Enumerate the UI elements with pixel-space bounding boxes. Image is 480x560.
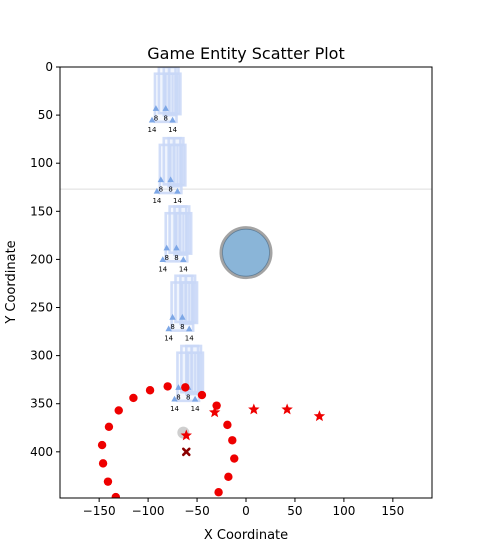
red-star xyxy=(208,406,221,418)
entity-triangle xyxy=(157,176,165,183)
x-tick-label: 100 xyxy=(332,504,355,518)
entity-label: 8 xyxy=(159,186,163,194)
entity-label: 14 xyxy=(158,265,167,273)
red-star xyxy=(180,429,192,441)
entity-triangle xyxy=(148,116,156,123)
y-tick-label: 400 xyxy=(30,445,53,459)
red-star xyxy=(281,403,293,415)
entity-triangle xyxy=(175,384,182,390)
plot-frame xyxy=(59,66,433,499)
entity-label: 8 xyxy=(168,186,172,194)
red-dot xyxy=(114,406,123,415)
red-dot xyxy=(111,492,120,498)
entity-triangle xyxy=(165,325,172,332)
x-tick-label: 0 xyxy=(242,504,250,518)
axes: −150 −100 −50 0 50 100 150 0 50 100 150 200 250 300 35… xyxy=(30,60,433,518)
entity-triangle xyxy=(162,105,169,111)
entity-label: 8 xyxy=(163,114,167,122)
y-tick-label: 0 xyxy=(45,60,53,74)
red-dot xyxy=(98,459,108,468)
player-circle xyxy=(222,228,270,277)
red-dot xyxy=(224,472,233,482)
y-tick-label: 100 xyxy=(30,156,53,170)
entity-label: 14 xyxy=(191,405,200,413)
entity-label: 8 xyxy=(170,323,174,331)
chart-title: Game Entity Scatter Plot xyxy=(147,44,344,63)
y-tick-label: 200 xyxy=(30,252,53,266)
red-star xyxy=(248,403,260,415)
x-tick-label: 50 xyxy=(287,504,302,518)
entity-label: 14 xyxy=(152,197,161,205)
entity-triangle xyxy=(163,244,170,251)
entity-label: 14 xyxy=(173,197,182,205)
x-axis-label: X Coordinate xyxy=(204,528,288,543)
entity-triangle xyxy=(152,105,160,111)
entity-label: 8 xyxy=(180,323,184,331)
red-dot xyxy=(228,436,237,445)
red-dot xyxy=(97,440,107,450)
entity-triangle xyxy=(169,116,176,123)
entity-label: 14 xyxy=(170,405,179,413)
red-dot xyxy=(214,488,223,497)
x-tick-label: −50 xyxy=(184,504,209,518)
entity-triangle xyxy=(191,395,199,402)
y-tick-label: 150 xyxy=(30,204,53,218)
entity-label: 8 xyxy=(174,254,178,262)
y-tick-label: 50 xyxy=(38,108,53,122)
entity-triangle xyxy=(167,176,174,183)
red-dot xyxy=(163,382,172,391)
red-dot xyxy=(104,422,114,432)
y-tick-label: 350 xyxy=(30,397,53,411)
red-dot xyxy=(181,383,190,392)
entity-triangle xyxy=(171,395,178,402)
entity-label: 14 xyxy=(164,335,173,343)
entity-triangle xyxy=(153,187,161,194)
red-dot xyxy=(103,477,113,486)
red-star xyxy=(313,410,326,422)
entity-label: 14 xyxy=(168,126,177,134)
entity-triangle xyxy=(174,187,181,194)
y-axis-label: Y Coordinate xyxy=(4,240,19,324)
player-ring xyxy=(219,226,273,280)
entity-triangle xyxy=(173,244,180,251)
red-dot xyxy=(145,386,155,395)
entity-label: 8 xyxy=(176,393,180,401)
entity-label: 8 xyxy=(164,254,168,262)
red-dot xyxy=(223,420,232,430)
entity-triangle xyxy=(179,313,186,320)
y-tick-label: 300 xyxy=(30,349,53,363)
x-tick-label: −150 xyxy=(83,504,116,518)
x-tick-label: −100 xyxy=(132,504,165,518)
entity-label: 8 xyxy=(154,114,158,122)
entity-triangle xyxy=(159,256,166,262)
red-dot xyxy=(197,390,207,400)
entity-triangle xyxy=(180,256,187,262)
entity-triangle xyxy=(186,325,193,332)
entity-label: 14 xyxy=(148,126,157,134)
red-dot xyxy=(212,401,221,410)
entity-triangle xyxy=(169,313,176,320)
red-dot xyxy=(230,454,239,463)
entity-label: 14 xyxy=(179,265,188,273)
entity-label: 14 xyxy=(185,335,194,343)
entity-label: 8 xyxy=(186,393,190,401)
x-tick-label: 150 xyxy=(381,504,404,518)
red-dot xyxy=(129,393,138,403)
dark-x-marker xyxy=(181,447,191,457)
y-tick-label: 250 xyxy=(30,301,53,315)
